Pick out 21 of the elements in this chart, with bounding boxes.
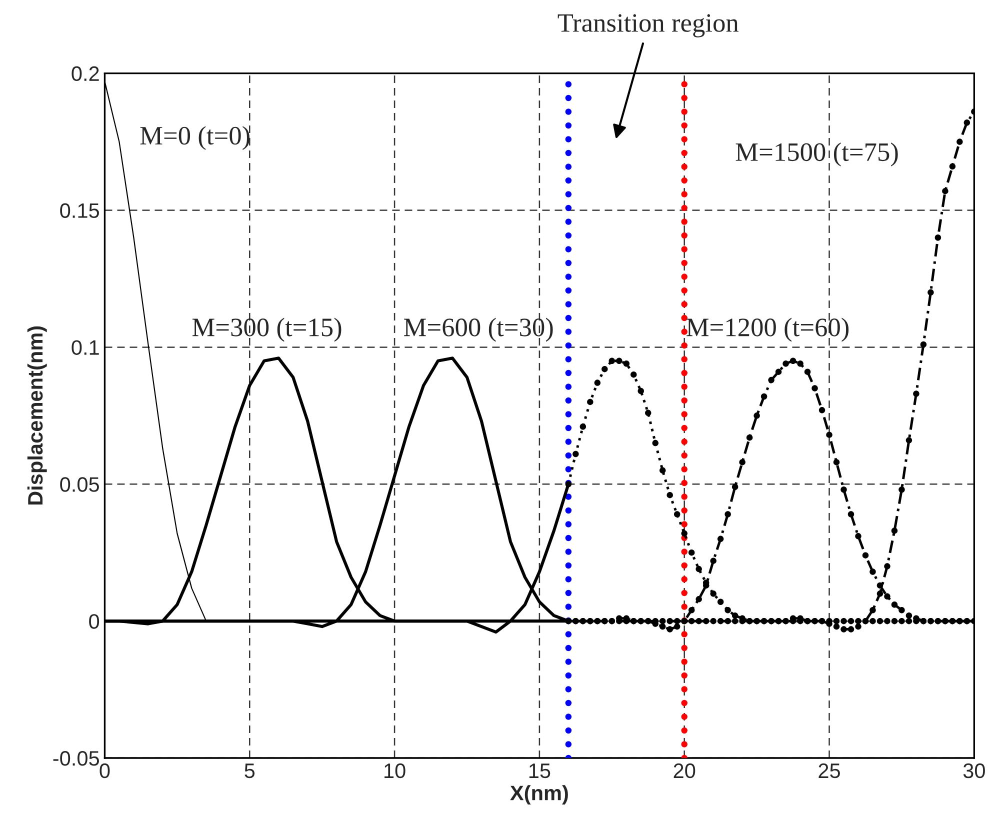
x-tick-label: 30 (963, 763, 985, 778)
series-label: M=1500 (t=75) (736, 142, 898, 166)
y-tick-label: -0.05 (53, 751, 99, 766)
y-tick-label: 0.2 (72, 66, 99, 82)
x-tick-label: 25 (818, 763, 840, 778)
y-tick-label: 0.15 (60, 203, 99, 218)
x-tick-label: 10 (384, 763, 406, 778)
series-label: M=600 (t=30) (404, 318, 553, 342)
text: Transition region (558, 14, 739, 38)
x-tick-label: 5 (244, 764, 255, 778)
x-axis-title: X(nm) (510, 785, 568, 804)
y-tick-label: 0.05 (60, 477, 99, 492)
series-label: M=0 (t=0) (140, 126, 250, 150)
x-tick-label: 0 (100, 763, 110, 778)
series-label: M=300 (t=15) (192, 318, 342, 342)
series-label: M=1200 (t=60) (686, 318, 849, 342)
y-tick-label: 0.1 (72, 340, 99, 355)
x-tick-label: 15 (529, 764, 550, 778)
x-tick-label: 20 (674, 763, 696, 778)
y-axis-title: Displacement(nm) (27, 326, 47, 505)
y-tick-label: 0 (89, 614, 100, 629)
